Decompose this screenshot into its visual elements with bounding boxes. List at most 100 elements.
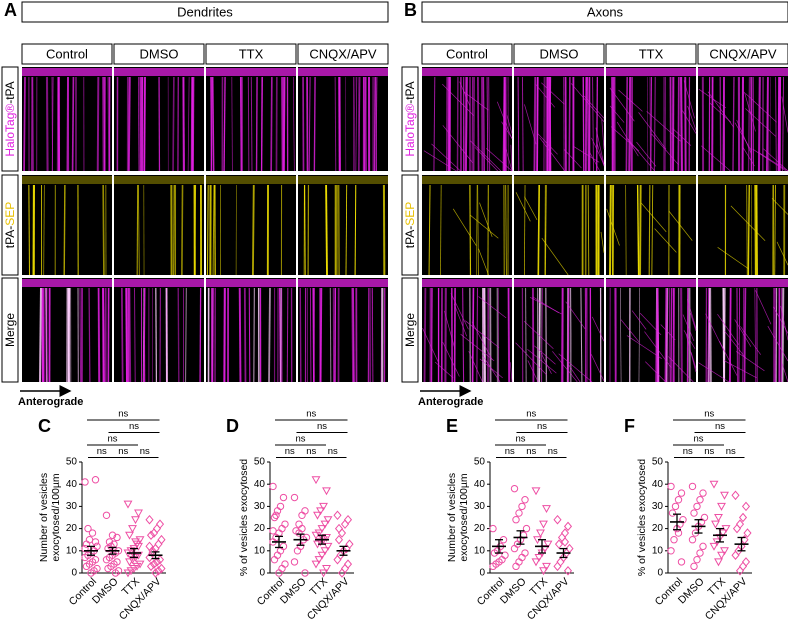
kymo-track xyxy=(357,76,360,172)
kymo-track xyxy=(325,184,328,276)
error-bar xyxy=(694,519,703,534)
kymo-track xyxy=(587,76,589,172)
data-point xyxy=(670,536,678,544)
kymograph xyxy=(206,175,296,276)
kymo-top xyxy=(514,176,604,184)
kymo-track xyxy=(747,184,750,276)
kymo-diag xyxy=(505,149,513,172)
kymo-top xyxy=(514,279,604,287)
kymo-track xyxy=(250,76,253,172)
kymo-track xyxy=(255,76,258,172)
data-point xyxy=(108,531,117,539)
data-point xyxy=(269,482,277,491)
kymo-bg xyxy=(114,175,204,275)
data-point xyxy=(343,514,353,525)
kymo-track xyxy=(507,287,511,383)
data-point xyxy=(317,525,327,534)
kymo-track xyxy=(39,287,42,383)
row-label-box xyxy=(401,174,419,276)
kymo-bg xyxy=(514,67,604,171)
data-point xyxy=(281,560,289,568)
error-bar xyxy=(296,533,305,546)
significance-label: ns xyxy=(328,446,338,457)
kymo-top xyxy=(698,176,788,184)
kymo-top xyxy=(606,68,696,76)
row-label-box xyxy=(401,277,419,383)
kymo-track xyxy=(79,287,82,383)
kymo-track xyxy=(570,287,572,383)
data-point xyxy=(104,564,112,573)
kymo-diag xyxy=(781,363,788,383)
header-box xyxy=(21,1,389,23)
kymo-diag xyxy=(442,125,474,164)
kymo-diag xyxy=(534,345,556,365)
data-point xyxy=(278,524,286,533)
kymo-track xyxy=(547,76,550,172)
y-tick-label: 30 xyxy=(474,501,486,512)
data-point xyxy=(554,539,564,549)
data-point xyxy=(717,551,726,560)
significance-label: ns xyxy=(285,446,295,457)
data-point xyxy=(113,533,121,542)
kymograph xyxy=(606,67,697,172)
kymo-diag xyxy=(452,208,477,246)
kymo-diag xyxy=(668,356,694,383)
row-label-part: -tPA xyxy=(3,81,17,103)
kymo-diag xyxy=(660,324,676,341)
kymograph xyxy=(514,67,605,172)
kymo-diag xyxy=(638,112,667,150)
kymo-track xyxy=(582,76,585,172)
kymo-track xyxy=(638,287,640,383)
kymo-diag xyxy=(470,140,502,172)
kymo-diag xyxy=(565,301,586,330)
kymo-diag xyxy=(434,361,454,379)
data-point xyxy=(152,523,162,534)
condition-label: TTX xyxy=(239,46,264,61)
data-point xyxy=(738,561,748,572)
kymo-track xyxy=(537,184,541,276)
kymo-track xyxy=(364,76,367,172)
data-point xyxy=(295,529,303,537)
data-point xyxy=(515,558,523,566)
data-point xyxy=(510,484,519,493)
kymo-track xyxy=(88,287,91,383)
data-point xyxy=(674,529,683,537)
kymo-top xyxy=(298,279,388,287)
kymograph xyxy=(422,67,513,172)
kymo-track xyxy=(585,287,588,383)
kymo-track xyxy=(533,76,536,172)
data-point xyxy=(102,555,111,564)
kymo-diag xyxy=(453,303,468,337)
data-point xyxy=(281,520,289,528)
kymo-track xyxy=(313,76,316,172)
kymo-track xyxy=(596,76,598,172)
data-point xyxy=(319,502,328,511)
y-tick-label: 40 xyxy=(652,479,664,490)
data-point xyxy=(145,541,154,552)
data-point xyxy=(674,496,683,504)
kymo-diag xyxy=(515,342,547,376)
y-tick-label: 0 xyxy=(657,568,663,579)
kymo-track xyxy=(30,76,34,172)
kymo-diag xyxy=(527,360,539,383)
data-point xyxy=(743,528,752,538)
data-point xyxy=(272,533,280,542)
kymo-track xyxy=(440,184,442,276)
kymograph xyxy=(298,278,388,383)
data-point xyxy=(531,558,541,567)
data-point xyxy=(560,537,570,547)
kymo-track xyxy=(214,184,216,276)
condition-label: CNQX/APV xyxy=(309,46,377,61)
data-point xyxy=(714,514,723,522)
kymo-diag xyxy=(698,88,727,109)
y-tick-label: 40 xyxy=(66,479,78,490)
kymo-track xyxy=(666,287,668,383)
significance-label: ns xyxy=(704,446,714,457)
data-point xyxy=(278,564,286,573)
data-point xyxy=(323,542,333,551)
kymo-track xyxy=(609,184,612,276)
data-point xyxy=(311,531,321,540)
kymo-track xyxy=(497,287,500,383)
data-point xyxy=(320,547,330,556)
row-label: HaloTag®-tPA xyxy=(3,81,17,156)
